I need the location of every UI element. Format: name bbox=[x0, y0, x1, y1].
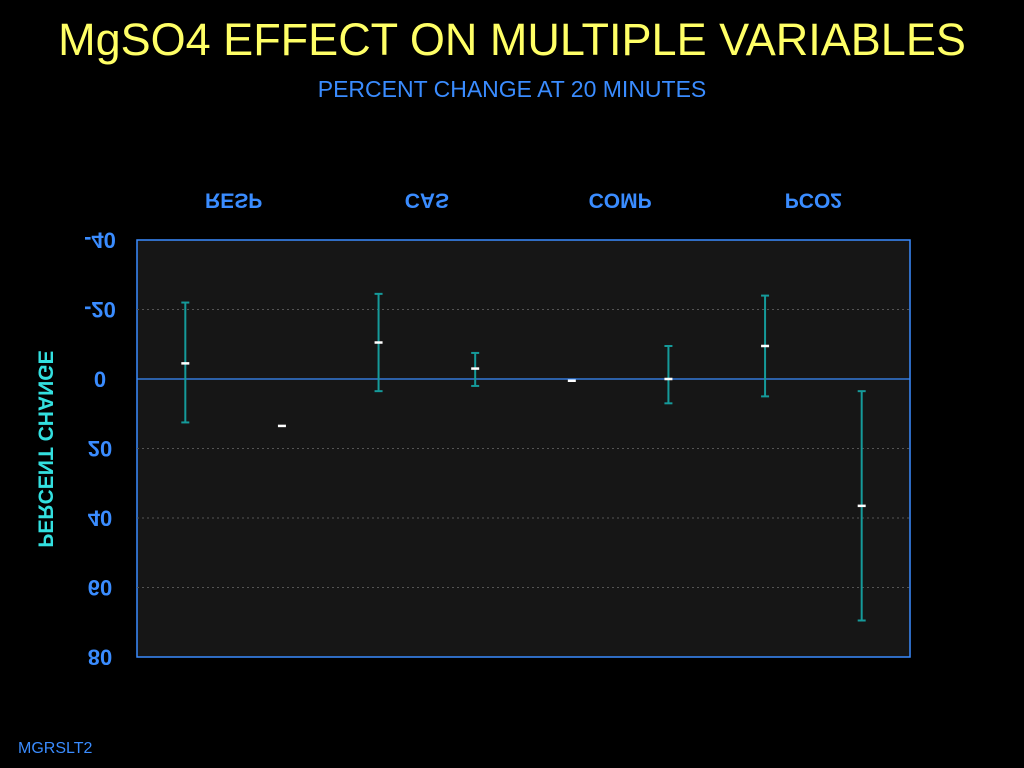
category-label: RESP bbox=[205, 189, 262, 212]
category-label: CAS bbox=[405, 189, 449, 212]
y-tick-label: -40 bbox=[84, 228, 116, 253]
y-tick-label: 80 bbox=[88, 645, 112, 670]
slide-footer-code: MGRSLT2 bbox=[18, 740, 92, 758]
y-tick-label: 0 bbox=[94, 367, 106, 392]
y-axis-label: PERCENT CHANGE bbox=[34, 350, 57, 547]
y-tick-label: 20 bbox=[88, 436, 112, 461]
category-label: COMP bbox=[589, 189, 652, 212]
y-tick-label: -20 bbox=[84, 297, 116, 322]
y-tick-label: 40 bbox=[88, 506, 112, 531]
category-label: PCO2 bbox=[785, 189, 842, 212]
y-tick-label: 60 bbox=[88, 575, 112, 600]
